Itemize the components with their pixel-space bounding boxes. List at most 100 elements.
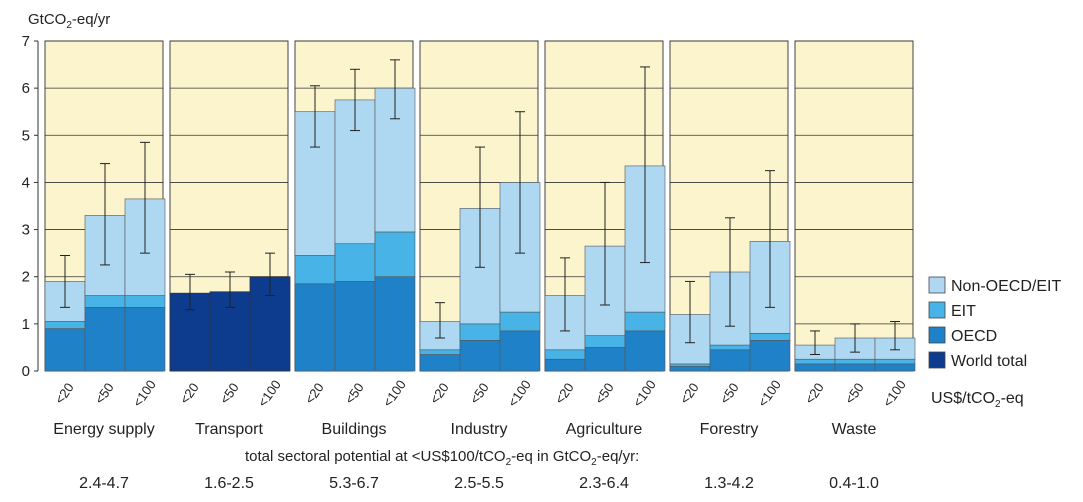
sector-label: Buildings [322, 421, 387, 438]
bar-group [499, 111, 541, 372]
bar-segment-eit [499, 311, 541, 332]
bar-group [334, 68, 376, 372]
bar-group [874, 321, 916, 372]
bar-group [459, 146, 501, 372]
x-tick-label: <50 [217, 380, 242, 407]
bar-segment-oecd [624, 330, 666, 372]
legend: Non-OECD/EIT EIT OECD World total [928, 276, 1061, 370]
bar-segment-oecd [669, 365, 711, 372]
bar-segment-oecd [294, 283, 336, 372]
x-tick-label: <50 [842, 380, 867, 407]
legend-label: World total [951, 353, 1027, 370]
sector-panel: <20 <50 <100 Buildings [294, 40, 416, 438]
sector-potential-value: 0.4-1.0 [829, 475, 879, 492]
legend-swatch [928, 301, 946, 319]
x-tick-label: <20 [52, 380, 77, 407]
y-tick-label: 1 [22, 316, 30, 333]
bar-segment-eit [709, 344, 751, 351]
sector-label: Energy supply [53, 421, 154, 438]
legend-label: EIT [951, 303, 976, 320]
bar-segment-oecd [499, 330, 541, 372]
bar-segment-eit [334, 243, 376, 282]
y-tick-label: 4 [22, 174, 30, 191]
bar-segment-oecd [374, 276, 416, 372]
legend-swatch [928, 351, 946, 369]
bar-group [124, 141, 166, 372]
sector-panel: <20 <50 <100 Forestry [669, 40, 791, 438]
sector-potentials: 2.4-4.7 1.6-2.5 5.3-6.7 2.5-5.5 2.3-6.4 1.3-4… [79, 475, 879, 492]
bar-segment-oecd [584, 347, 626, 372]
x-tick-label: <100 [755, 377, 784, 410]
bar-segment-oecd [709, 349, 751, 372]
x-tick-label: <20 [677, 380, 702, 407]
bar-group [624, 66, 666, 372]
x-tick-label: <100 [380, 377, 409, 410]
y-tick-label: 6 [22, 80, 30, 97]
y-axis-title: GtCO2-eq/yr [28, 11, 110, 31]
sector-panel: <20 <50 <100 Agriculture [544, 40, 666, 438]
y-tick-label: 5 [22, 127, 30, 144]
sector-label: Waste [832, 421, 877, 438]
bar-group [709, 217, 751, 372]
bar-segment-oecd [874, 363, 916, 372]
y-axis: 0 1 2 3 4 5 6 7 [22, 33, 39, 380]
sector-label: Transport [195, 421, 263, 438]
y-tick-label: 7 [22, 33, 30, 50]
legend-item: OECD [928, 326, 997, 345]
sector-potential-value: 1.6-2.5 [204, 475, 254, 492]
bar-segment-eit [749, 332, 791, 341]
bar-group [669, 280, 711, 372]
sector-potential-value: 5.3-6.7 [329, 475, 379, 492]
bar-segment-eit [294, 255, 336, 285]
sector-potential-value: 2.3-6.4 [579, 475, 629, 492]
legend-swatch [928, 326, 946, 344]
bar-segment-eit [544, 349, 586, 360]
x-tick-label: <20 [802, 380, 827, 407]
x-tick-label: <50 [592, 380, 617, 407]
sector-panel: <20 <50 <100 Transport [169, 40, 291, 438]
bar-group [794, 330, 836, 372]
x-tick-label: <20 [177, 380, 202, 407]
x-tick-label: <100 [255, 377, 284, 410]
bar-segment-oecd [749, 340, 791, 372]
y-tick-label: 3 [22, 222, 30, 239]
bar-segment-eit [669, 363, 711, 367]
bar-segment-eit [834, 358, 876, 365]
sector-label: Industry [451, 421, 508, 438]
y-tick-label: 2 [22, 269, 30, 286]
bar-segment-oecd [334, 281, 376, 372]
bar-group [544, 257, 586, 372]
bar-group [374, 59, 416, 372]
x-tick-label: <100 [630, 377, 659, 410]
bar-segment-eit [584, 335, 626, 348]
x-tick-label: <100 [130, 377, 159, 410]
legend-item: EIT [928, 301, 976, 320]
sector-label: Agriculture [566, 421, 643, 438]
sector-panel: <20 <50 <100 Energy supply [44, 40, 166, 438]
sector-potential-value: 2.5-5.5 [454, 475, 504, 492]
bar-segment-eit [459, 323, 501, 341]
bar-group [249, 252, 291, 372]
bar-group [44, 255, 86, 372]
sector-panel: <20 <50 <100 Industry [419, 40, 541, 438]
x-tick-label: <100 [505, 377, 534, 410]
x-tick-label: <20 [552, 380, 577, 407]
legend-label: OECD [951, 328, 997, 345]
bar-group [294, 85, 336, 372]
bar-segment-oecd [124, 307, 166, 372]
bar-group [169, 273, 211, 372]
bar-group [84, 163, 126, 372]
bar-group [834, 323, 876, 372]
bar-segment-eit [84, 295, 126, 308]
legend-label: Non-OECD/EIT [951, 278, 1061, 295]
bar-segment-eit [44, 321, 86, 329]
sector-potential-value: 2.4-4.7 [79, 475, 129, 492]
legend-item: Non-OECD/EIT [928, 276, 1061, 295]
bar-segment-oecd [419, 354, 461, 372]
x-tick-label: <50 [342, 380, 367, 407]
bar-segment-eit [419, 349, 461, 355]
legend-item: World total [928, 351, 1027, 370]
x-tick-label: <50 [92, 380, 117, 407]
